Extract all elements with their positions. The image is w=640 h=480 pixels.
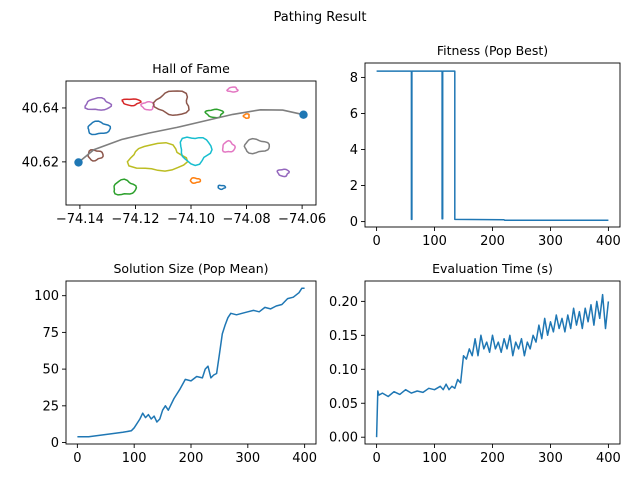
x-tick-label: −74.08 [223, 212, 271, 227]
region-outline [84, 97, 113, 111]
fitness-plot-area [376, 70, 609, 222]
x-tick-label: 300 [538, 451, 563, 466]
region-outline [221, 139, 236, 153]
y-tick-label: 40.64 [22, 101, 59, 116]
x-tick-label: −74.10 [167, 212, 215, 227]
region-outline [226, 86, 239, 93]
fitness-axes: Fitness (Pop Best) 0 100 200 300 400 0 2 4 6 8 [350, 43, 621, 249]
fitness-title: Fitness (Pop Best) [437, 43, 548, 58]
x-tick-label: 200 [480, 451, 505, 466]
x-tick-label: −74.14 [56, 212, 104, 227]
endpoint-marker [299, 110, 308, 119]
solution-size-axes: Solution Size (Pop Mean) 0 100 200 300 400 0 25… [34, 261, 317, 466]
y-tick-label: 6 [350, 107, 358, 122]
x-tick-label: 100 [122, 451, 147, 466]
evaluation-time-title: Evaluation Time (s) [432, 261, 553, 276]
solution-size-title: Solution Size (Pop Mean) [114, 261, 269, 276]
series-line [77, 287, 305, 438]
region-outline [152, 90, 190, 117]
x-tick-label: 200 [480, 234, 505, 249]
evaluation-time-plot-area [375, 293, 610, 438]
y-tick-label: 0 [350, 215, 358, 230]
y-tick-label: 0.05 [329, 397, 358, 412]
y-tick-label: 0.15 [329, 329, 358, 344]
y-tick-label: 0 [51, 436, 59, 451]
region-outline [87, 149, 104, 162]
y-tick-label: 40.62 [22, 155, 59, 170]
fitness-frame [364, 62, 621, 228]
region-outline [126, 141, 189, 172]
y-tick-label: 25 [42, 399, 59, 414]
endpoint-marker [74, 158, 83, 167]
x-tick-label: 0 [372, 234, 380, 249]
region-outline [243, 137, 271, 155]
evaluation-time-axes: Evaluation Time (s) 0 100 200 300 400 0.00 0.05… [329, 261, 621, 466]
x-tick-label: 400 [596, 451, 621, 466]
series-line [376, 70, 609, 222]
region-outline [121, 98, 142, 107]
x-tick-label: 100 [422, 234, 447, 249]
hall-of-fame-plot-area [74, 86, 308, 196]
y-tick-label: 2 [350, 179, 358, 194]
region-outline [276, 168, 291, 178]
y-tick-label: 0.00 [329, 431, 358, 446]
region-outline [140, 101, 156, 111]
region-outline [189, 177, 202, 184]
x-tick-label: 400 [596, 234, 621, 249]
region-outline [217, 184, 227, 191]
region-outline [179, 136, 213, 167]
region-outline [242, 113, 250, 119]
x-tick-label: 300 [538, 234, 563, 249]
y-tick-label: 100 [34, 289, 59, 304]
hall-of-fame-axes: Hall of Fame −74.14 −74.12 −74.10 −74.08 −74.… [22, 61, 326, 227]
x-tick-label: 200 [179, 451, 204, 466]
x-tick-label: 400 [292, 451, 317, 466]
y-tick-label: 0.10 [329, 363, 358, 378]
x-tick-label: 0 [73, 451, 81, 466]
y-tick-label: 4 [350, 143, 358, 158]
evaluation-time-frame [364, 280, 621, 445]
region-outline [113, 178, 138, 196]
figure-suptitle: Pathing Result [274, 10, 367, 25]
x-tick-label: −74.12 [111, 212, 159, 227]
series-line [375, 293, 610, 438]
solution-size-plot-area [77, 287, 305, 438]
y-tick-label: 50 [42, 363, 59, 378]
x-tick-label: 300 [235, 451, 260, 466]
y-tick-label: 75 [42, 326, 59, 341]
x-tick-label: 0 [372, 451, 380, 466]
y-tick-label: 8 [350, 71, 358, 86]
x-tick-label: −74.06 [278, 212, 326, 227]
hall-of-fame-title: Hall of Fame [152, 61, 230, 76]
route-path [77, 108, 304, 164]
region-outline [87, 120, 112, 136]
y-tick-label: 0.20 [329, 295, 358, 310]
hall-of-fame-frame [65, 80, 317, 206]
x-tick-label: 100 [422, 451, 447, 466]
